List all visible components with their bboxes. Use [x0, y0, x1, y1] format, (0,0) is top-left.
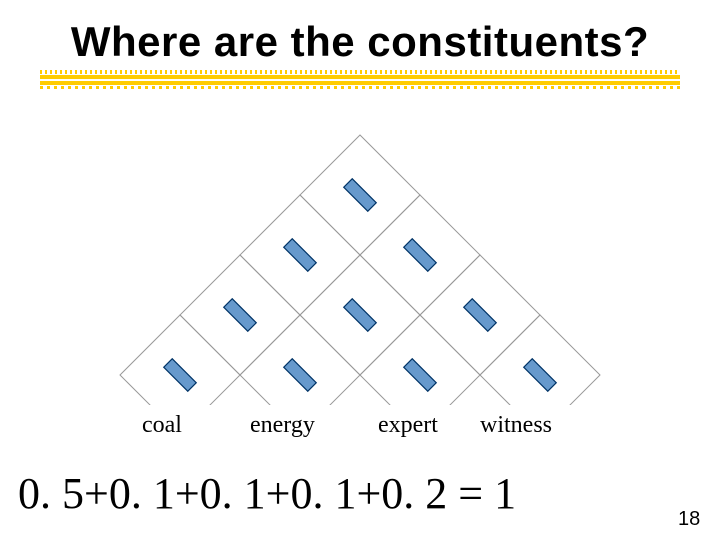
cky-chart [90, 105, 610, 405]
page-number: 18 [678, 508, 700, 531]
page-title-text: Where are the constituents? [71, 18, 649, 65]
cky-cell-bar [524, 359, 557, 392]
word-label: coal [142, 412, 182, 439]
cky-cell-bar [344, 299, 377, 332]
word-labels: coal energy expert witness [0, 412, 720, 442]
page-number-text: 18 [678, 508, 700, 530]
cky-cell-bar [164, 359, 197, 392]
equation-text: 0. 5+0. 1+0. 1+0. 1+0. 2 = 1 [18, 469, 516, 518]
page-title: Where are the constituents? [0, 18, 720, 66]
cky-cell [360, 315, 480, 405]
cky-cell [120, 315, 240, 405]
cky-cell-bar [284, 359, 317, 392]
cky-cell [240, 315, 360, 405]
cky-cell-bar [284, 239, 317, 272]
cky-cell-bar [464, 299, 497, 332]
word-label: energy [250, 412, 315, 439]
cky-cell [480, 315, 600, 405]
word-label: expert [378, 412, 438, 439]
cky-cell-bar [344, 179, 377, 212]
cky-cell-bar [404, 239, 437, 272]
cky-cell-bar [404, 359, 437, 392]
probability-equation: 0. 5+0. 1+0. 1+0. 1+0. 2 = 1 [18, 468, 516, 519]
title-underline [40, 70, 680, 94]
cky-cell-bar [224, 299, 257, 332]
word-label: witness [480, 412, 552, 439]
